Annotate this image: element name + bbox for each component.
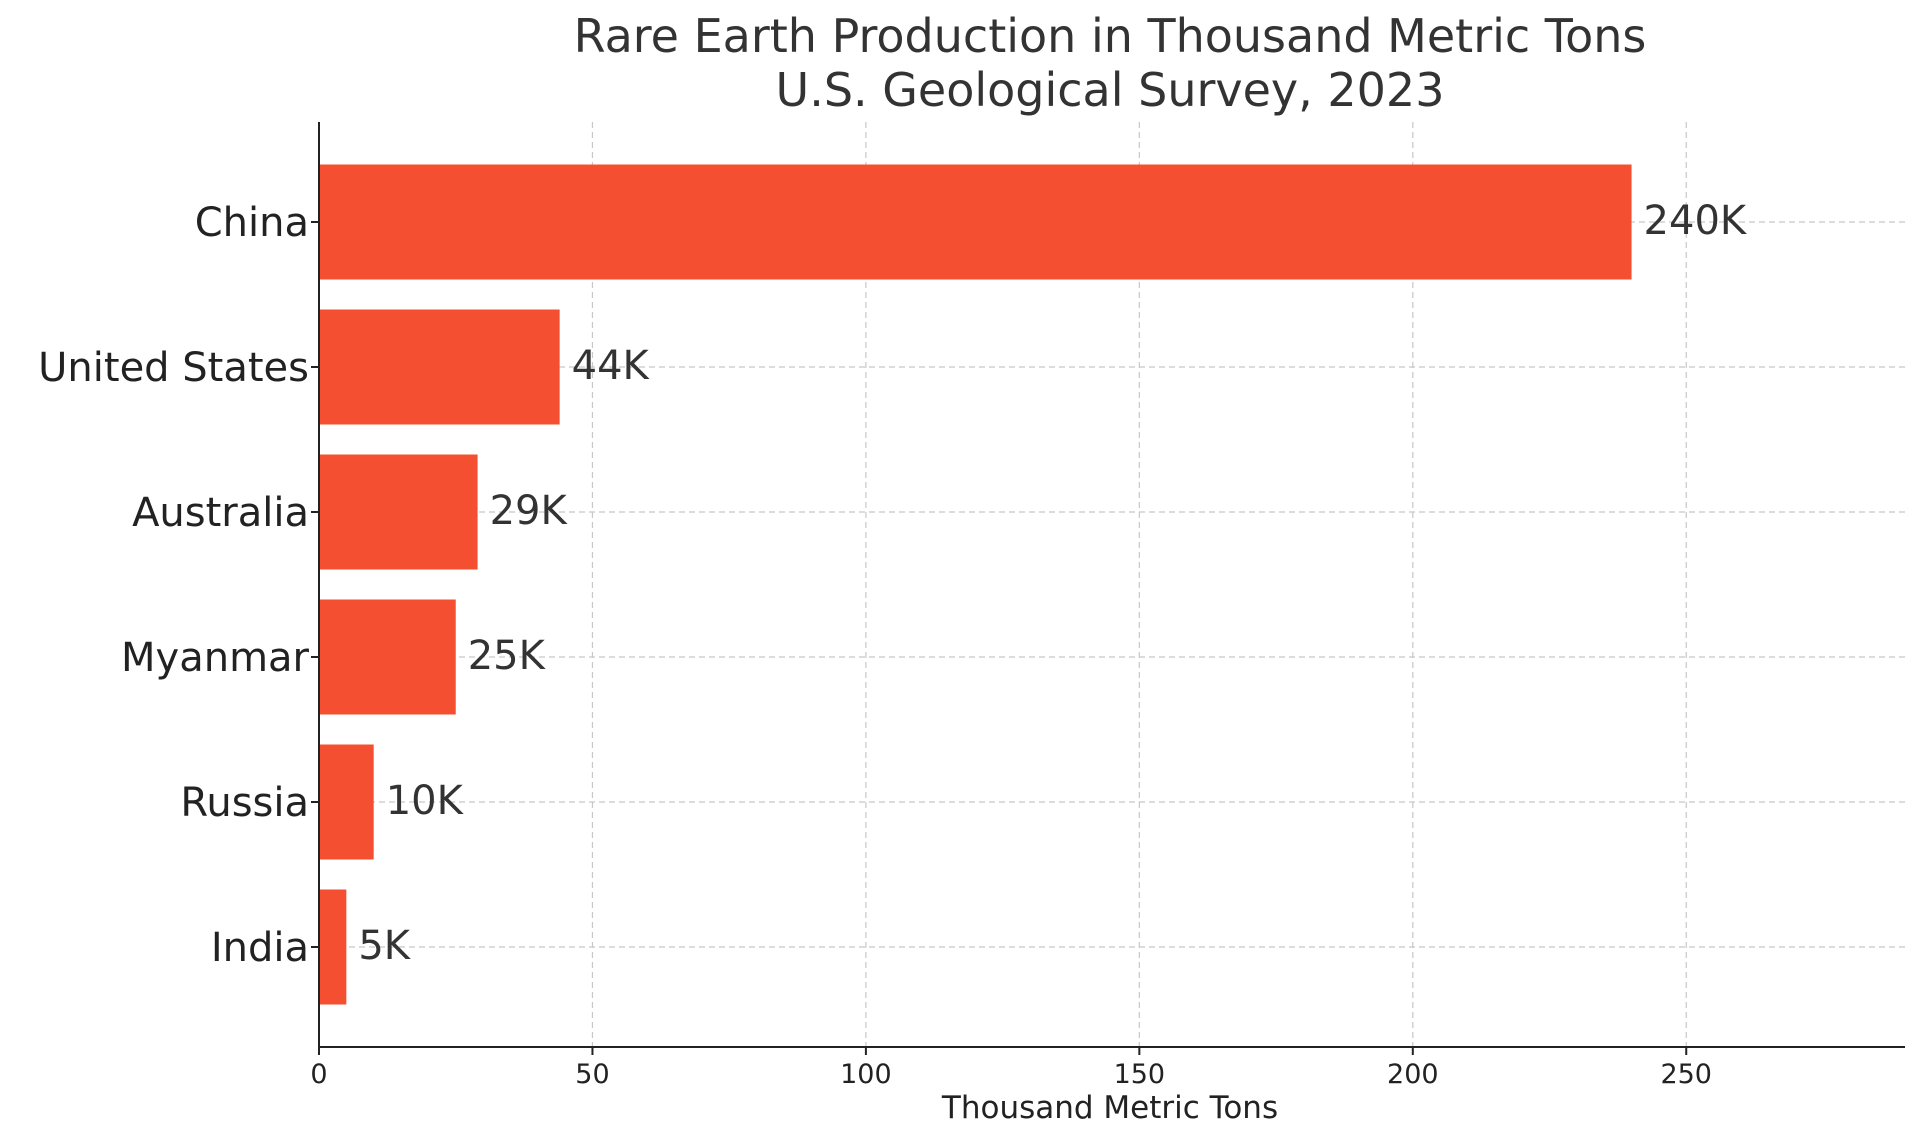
x-tick-label: 100 [840,1059,892,1090]
axes [318,122,1905,1048]
data-label: 10K [386,778,465,824]
data-labels: 240K 44K 29K 25K 10K 5K [358,198,1748,969]
category-label: Australia [132,490,309,536]
category-labels: China United States Australia Myanmar Russia… [38,200,309,971]
data-label: 29K [490,488,569,534]
bar [319,889,347,1005]
x-tick-label: 250 [1660,1059,1712,1090]
x-tick-label: 200 [1387,1059,1439,1090]
bar [319,309,560,425]
chart-title: Rare Earth Production in Thousand Metric… [574,9,1647,63]
bar [319,599,456,715]
category-label: India [211,925,309,971]
x-tick-label: 0 [310,1059,327,1090]
x-tick-label: 50 [575,1059,609,1090]
data-label: 44K [572,343,651,389]
category-label: Russia [180,780,309,826]
bar [319,454,478,570]
data-label: 5K [358,923,411,969]
data-label: 25K [468,633,547,679]
x-ticks: 0 50 100 150 200 250 [310,221,1712,1090]
bars [319,164,1632,1005]
category-label: China [195,200,309,246]
category-label: United States [38,345,309,391]
category-label: Myanmar [121,635,310,681]
chart-subtitle: U.S. Geological Survey, 2023 [776,63,1445,117]
x-tick-label: 150 [1114,1059,1166,1090]
bar [319,164,1632,280]
x-axis-title: Thousand Metric Tons [941,1090,1278,1126]
data-label: 240K [1644,198,1748,244]
bar [319,744,374,860]
